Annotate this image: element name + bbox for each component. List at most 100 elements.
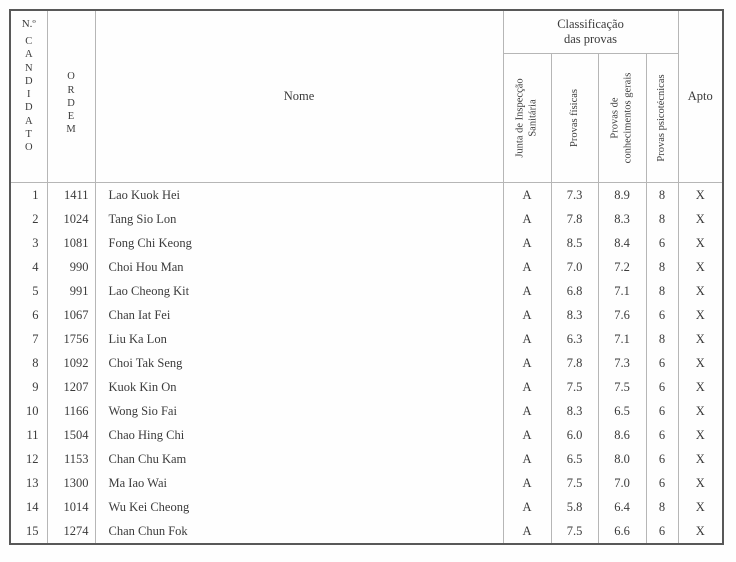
junta-cell: A bbox=[502, 182, 552, 207]
table-row: 3 1081 Fong Chi Keong A 8.5 8.4 6 X bbox=[9, 231, 724, 255]
candidates-classification-table: N.º C A N D I D A T O O R D E M Nome Cla… bbox=[9, 9, 725, 545]
junta-cell: A bbox=[502, 327, 552, 351]
nome-cell: Ma Iao Wai bbox=[94, 471, 504, 495]
header-classificacao-provas: Classificação das provas bbox=[502, 9, 679, 54]
candidate-number-cell: 15 bbox=[9, 519, 48, 544]
candidate-number-cell: 12 bbox=[9, 447, 48, 471]
apto-cell: X bbox=[677, 279, 724, 303]
candidate-number-cell: 3 bbox=[9, 231, 48, 255]
provas-fisicas-cell: 7.0 bbox=[550, 255, 599, 279]
psicotecnicas-cell: 8 bbox=[645, 495, 679, 519]
ordem-cell: 1081 bbox=[46, 231, 96, 255]
psicotecnicas-cell: 6 bbox=[645, 447, 679, 471]
apto-cell: X bbox=[677, 375, 724, 399]
table-row: 14 1014 Wu Kei Cheong A 5.8 6.4 8 X bbox=[9, 495, 724, 519]
junta-cell: A bbox=[502, 447, 552, 471]
conhecimentos-cell: 7.3 bbox=[597, 351, 647, 375]
apto-cell: X bbox=[677, 327, 724, 351]
provas-fisicas-cell: 6.8 bbox=[550, 279, 599, 303]
table-row: 1 1411 Lao Kuok Hei A 7.3 8.9 8 X bbox=[9, 182, 724, 207]
apto-cell: X bbox=[677, 255, 724, 279]
junta-cell: A bbox=[502, 207, 552, 231]
nome-cell: Choi Hou Man bbox=[94, 255, 504, 279]
candidate-number-cell: 4 bbox=[9, 255, 48, 279]
psicotecnicas-cell: 6 bbox=[645, 375, 679, 399]
psicotecnicas-cell: 8 bbox=[645, 207, 679, 231]
ordem-cell: 1153 bbox=[46, 447, 96, 471]
header-provas-fisicas: Provas físicas bbox=[550, 53, 599, 183]
candidate-number-cell: 2 bbox=[9, 207, 48, 231]
provas-fisicas-cell: 6.3 bbox=[550, 327, 599, 351]
candidato-vertical-label: C A N D I D A T O bbox=[24, 36, 33, 154]
apto-cell: X bbox=[677, 182, 724, 207]
conhecimentos-cell: 7.6 bbox=[597, 303, 647, 327]
candidate-number-cell: 9 bbox=[9, 375, 48, 399]
header-junta-inspeccao-sanitaria: Junta de Inspecção Sanitária bbox=[502, 53, 552, 183]
psicotecnicas-cell: 6 bbox=[645, 231, 679, 255]
junta-cell: A bbox=[502, 351, 552, 375]
psicotecnicas-rotated-label: Provas psicotécnicas bbox=[655, 74, 667, 162]
candidate-number-cell: 8 bbox=[9, 351, 48, 375]
table-row: 10 1166 Wong Sio Fai A 8.3 6.5 6 X bbox=[9, 399, 724, 423]
table-row: 9 1207 Kuok Kin On A 7.5 7.5 6 X bbox=[9, 375, 724, 399]
table-header: N.º C A N D I D A T O O R D E M Nome Cla… bbox=[9, 9, 724, 183]
psicotecnicas-cell: 6 bbox=[645, 423, 679, 447]
conhecimentos-cell: 6.6 bbox=[597, 519, 647, 544]
candidate-number-cell: 6 bbox=[9, 303, 48, 327]
ordem-cell: 1411 bbox=[46, 182, 96, 207]
ordem-cell: 990 bbox=[46, 255, 96, 279]
psicotecnicas-cell: 8 bbox=[645, 327, 679, 351]
header-provas-psicotecnicas: Provas psicotécnicas bbox=[645, 53, 679, 183]
header-provas-conhecimentos-gerais: Provas de conhecimentos gerais bbox=[597, 53, 647, 183]
junta-cell: A bbox=[502, 423, 552, 447]
psicotecnicas-cell: 6 bbox=[645, 351, 679, 375]
apto-cell: X bbox=[677, 519, 724, 544]
candidate-number-cell: 10 bbox=[9, 399, 48, 423]
conhecimentos-rotated-label: Provas de conhecimentos gerais bbox=[609, 72, 634, 164]
table-row: 15 1274 Chan Chun Fok A 7.5 6.6 6 X bbox=[9, 519, 724, 544]
ordem-cell: 1166 bbox=[46, 399, 96, 423]
provas-fisicas-cell: 7.5 bbox=[550, 471, 599, 495]
junta-cell: A bbox=[502, 303, 552, 327]
header-nome: Nome bbox=[94, 9, 504, 183]
provas-fisicas-cell: 5.8 bbox=[550, 495, 599, 519]
candidate-number-cell: 5 bbox=[9, 279, 48, 303]
ordem-cell: 1207 bbox=[46, 375, 96, 399]
nome-cell: Kuok Kin On bbox=[94, 375, 504, 399]
ordem-cell: 1504 bbox=[46, 423, 96, 447]
candidate-number-cell: 11 bbox=[9, 423, 48, 447]
psicotecnicas-cell: 6 bbox=[645, 471, 679, 495]
provas-fisicas-cell: 6.0 bbox=[550, 423, 599, 447]
junta-cell: A bbox=[502, 279, 552, 303]
conhecimentos-cell: 7.1 bbox=[597, 279, 647, 303]
apto-cell: X bbox=[677, 471, 724, 495]
junta-cell: A bbox=[502, 399, 552, 423]
table-row: 13 1300 Ma Iao Wai A 7.5 7.0 6 X bbox=[9, 471, 724, 495]
nome-cell: Wu Kei Cheong bbox=[94, 495, 504, 519]
apto-cell: X bbox=[677, 303, 724, 327]
junta-cell: A bbox=[502, 519, 552, 544]
provas-fisicas-cell: 7.8 bbox=[550, 351, 599, 375]
junta-cell: A bbox=[502, 471, 552, 495]
apto-cell: X bbox=[677, 231, 724, 255]
table-body: 1 1411 Lao Kuok Hei A 7.3 8.9 8 X 2 1024… bbox=[9, 182, 724, 544]
psicotecnicas-cell: 6 bbox=[645, 303, 679, 327]
conhecimentos-cell: 7.5 bbox=[597, 375, 647, 399]
nome-cell: Wong Sio Fai bbox=[94, 399, 504, 423]
candidate-number-cell: 14 bbox=[9, 495, 48, 519]
table-row: 8 1092 Choi Tak Seng A 7.8 7.3 6 X bbox=[9, 351, 724, 375]
nome-cell: Fong Chi Keong bbox=[94, 231, 504, 255]
ordem-vertical-label: O R D E M bbox=[66, 71, 76, 136]
conhecimentos-cell: 8.4 bbox=[597, 231, 647, 255]
ordem-cell: 1274 bbox=[46, 519, 96, 544]
table-row: 7 1756 Liu Ka Lon A 6.3 7.1 8 X bbox=[9, 327, 724, 351]
provas-fisicas-cell: 7.3 bbox=[550, 182, 599, 207]
junta-cell: A bbox=[502, 231, 552, 255]
ordem-cell: 1756 bbox=[46, 327, 96, 351]
ordem-cell: 1092 bbox=[46, 351, 96, 375]
nome-cell: Chan Iat Fei bbox=[94, 303, 504, 327]
junta-rotated-label: Junta de Inspecção Sanitária bbox=[514, 78, 539, 158]
ordem-cell: 1024 bbox=[46, 207, 96, 231]
candidate-number-cell: 1 bbox=[9, 182, 48, 207]
